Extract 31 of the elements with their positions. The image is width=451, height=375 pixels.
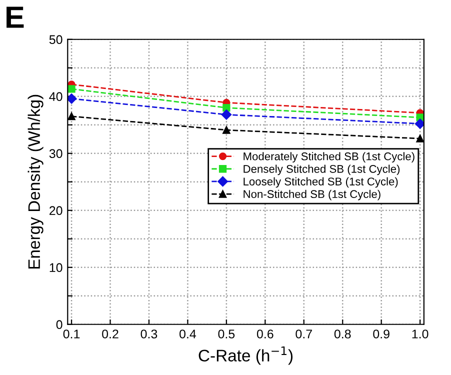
point bbox=[68, 94, 77, 104]
x-tick-label: 0.9 bbox=[373, 330, 390, 338]
legend-label: Non-Stitched SB (1st Cycle) bbox=[244, 190, 380, 200]
legend-label: Densely Stitched SB (1st Cycle) bbox=[244, 164, 400, 176]
x-tick-label: 0.3 bbox=[140, 330, 158, 338]
point bbox=[68, 85, 76, 93]
point bbox=[222, 104, 230, 112]
point bbox=[222, 126, 230, 134]
y-tick-label: 30 bbox=[49, 149, 62, 158]
x-tick-label: 0.6 bbox=[256, 330, 274, 338]
y-tick-label: 40 bbox=[49, 92, 62, 102]
legend-label: Loosely Stitched SB (1st Cycle) bbox=[244, 177, 398, 188]
point bbox=[68, 112, 76, 120]
point bbox=[221, 110, 232, 120]
y-axis-title: Energy Density (Wh/kg) bbox=[28, 94, 44, 268]
text: E bbox=[6, 6, 24, 28]
y-tick-label: 10 bbox=[50, 263, 62, 272]
x-tick-label: 0.1 bbox=[63, 330, 80, 338]
x-tick-label: 1.0 bbox=[412, 330, 428, 338]
point bbox=[416, 134, 424, 142]
x-tick-label: 0.7 bbox=[296, 330, 312, 338]
y-tick-label: 50 bbox=[49, 35, 62, 44]
legend-label: Moderately Stitched SB (1st Cycle) bbox=[244, 152, 414, 162]
y-tick-label: 0 bbox=[56, 320, 62, 330]
x-tick-label: 0.5 bbox=[218, 330, 235, 338]
point bbox=[414, 118, 424, 129]
x-tick-label: 0.2 bbox=[102, 330, 118, 338]
x-tick-label: 0.4 bbox=[180, 330, 196, 338]
y-tick-label: 20 bbox=[50, 206, 62, 216]
x-tick-label: 0.8 bbox=[334, 330, 351, 338]
x-axis-title: C-Rate (h$^{−1}$) bbox=[198, 346, 293, 365]
